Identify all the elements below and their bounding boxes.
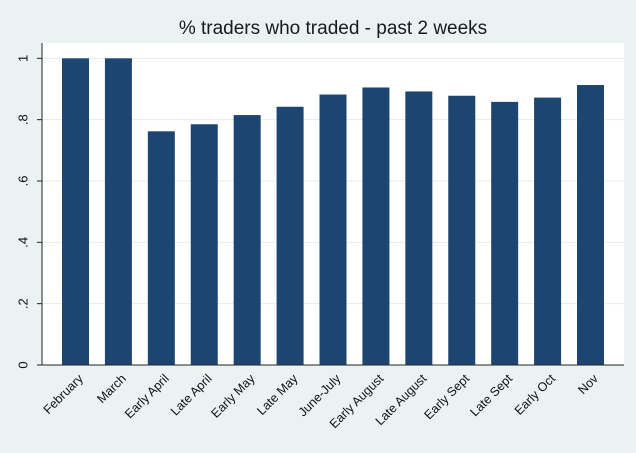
bar: [448, 95, 476, 365]
bars: [62, 58, 604, 366]
y-tick-label: .4: [15, 237, 30, 248]
y-tick-label: .6: [15, 176, 30, 187]
bar: [362, 87, 390, 365]
bar: [319, 94, 347, 366]
y-axis-ticks: 0 .2 .4 .6 .8 1: [15, 55, 42, 369]
x-category-label: Early Oct: [512, 371, 559, 418]
bar: [147, 131, 175, 365]
x-category-label: Early April: [122, 372, 172, 422]
bar: [534, 97, 562, 365]
bar: [276, 106, 304, 365]
bar: [62, 58, 89, 365]
y-tick-label: .8: [15, 114, 30, 125]
bar: [491, 101, 519, 365]
x-category-label: Early Sept: [422, 371, 473, 422]
bar: [190, 124, 218, 366]
bar: [104, 58, 132, 365]
x-category-label: February: [41, 371, 87, 417]
chart-title: % traders who traded - past 2 weeks: [179, 18, 487, 39]
x-category-label: Late May: [254, 371, 301, 418]
bar: [577, 85, 604, 365]
x-category-label: March: [94, 372, 128, 406]
y-tick-label: .2: [15, 298, 30, 309]
y-tick-label: 0: [15, 361, 30, 368]
x-category-label: Late Sept: [467, 371, 515, 419]
bar: [233, 115, 261, 365]
y-tick-label: 1: [15, 55, 30, 62]
x-category-label: Nov: [575, 371, 601, 397]
bar: [405, 91, 433, 365]
x-category-label: Early May: [208, 371, 258, 421]
